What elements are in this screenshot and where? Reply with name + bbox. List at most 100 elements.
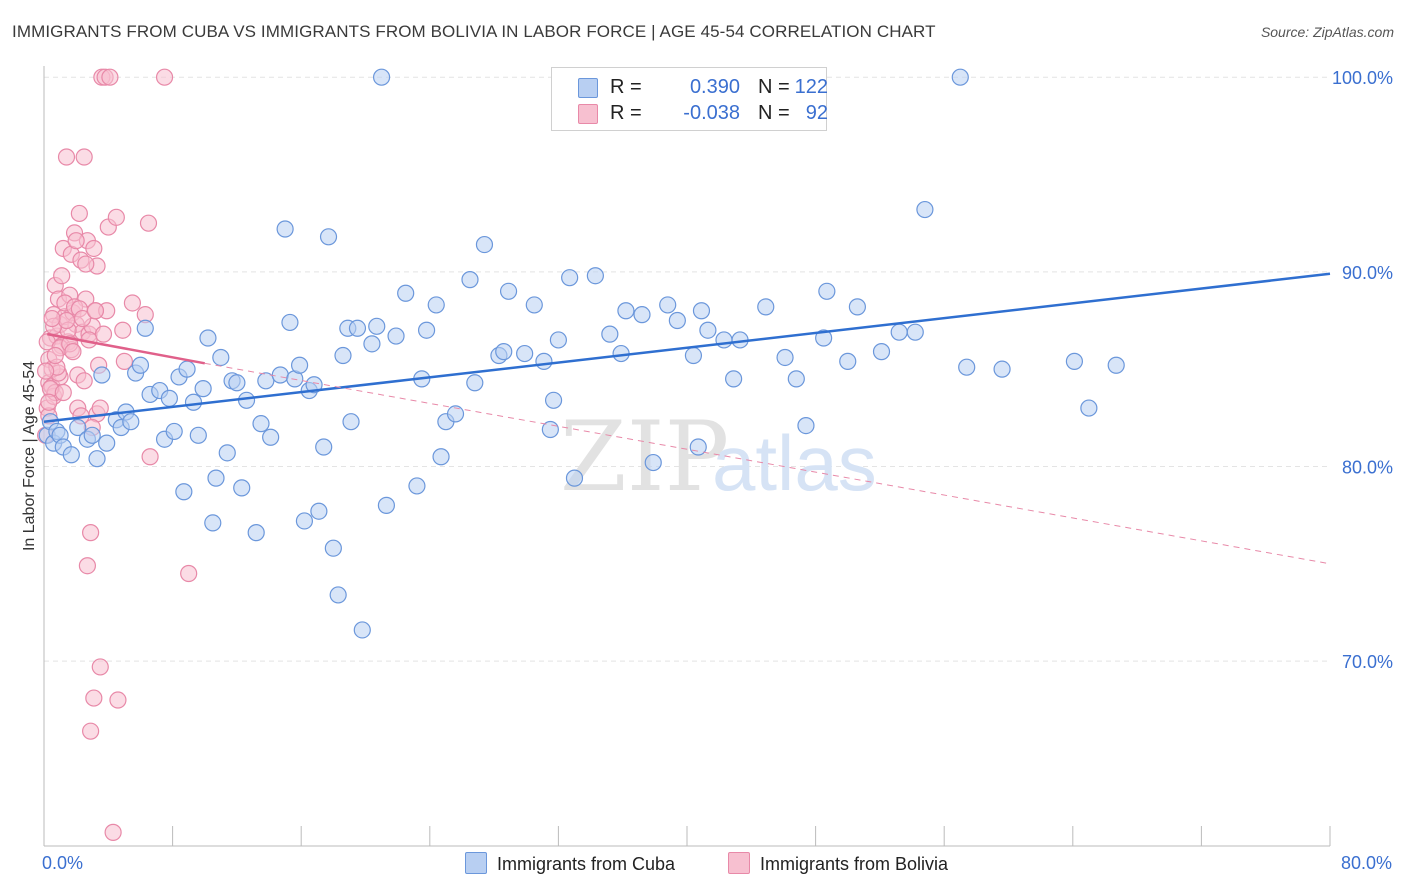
point-cuba bbox=[98, 434, 116, 452]
y-tick-labels: 70.0% 80.0% 90.0% 100.0% bbox=[1332, 68, 1393, 672]
legend-swatch-cuba bbox=[578, 78, 598, 98]
point-bolivia bbox=[115, 352, 133, 370]
point-cuba bbox=[247, 524, 265, 542]
legend-label-cuba: Immigrants from Cuba bbox=[497, 854, 676, 874]
point-cuba bbox=[417, 321, 436, 339]
point-cuba bbox=[797, 416, 815, 435]
point-bolivia bbox=[86, 302, 105, 320]
watermark-zip: ZIP bbox=[560, 401, 729, 513]
point-bolivia bbox=[57, 148, 76, 166]
x-tick-label-min: 0.0% bbox=[42, 853, 84, 873]
point-cuba bbox=[617, 302, 635, 320]
point-cuba bbox=[377, 496, 395, 514]
legend-label-bolivia: Immigrants from Bolivia bbox=[760, 854, 949, 874]
point-bolivia bbox=[114, 321, 132, 339]
legend-n-value: 122 bbox=[794, 76, 828, 98]
legend-n-value: 92 bbox=[805, 102, 828, 124]
point-cuba bbox=[535, 352, 553, 370]
y-tick-label: 70.0% bbox=[1342, 652, 1393, 672]
point-bolivia bbox=[46, 346, 64, 365]
point-cuba bbox=[204, 514, 222, 532]
point-cuba bbox=[993, 360, 1011, 378]
legend-swatch-bolivia bbox=[728, 852, 750, 874]
point-cuba bbox=[93, 366, 111, 384]
legend-swatch-bolivia bbox=[578, 104, 598, 124]
point-cuba bbox=[692, 302, 711, 320]
point-cuba bbox=[334, 346, 352, 365]
gridlines bbox=[44, 76, 1330, 662]
point-cuba bbox=[353, 621, 371, 639]
point-cuba bbox=[787, 370, 805, 388]
point-bolivia bbox=[91, 658, 109, 676]
point-cuba bbox=[601, 325, 619, 343]
legend-n-label: N = bbox=[758, 102, 790, 124]
legend-r-value: -0.038 bbox=[683, 102, 740, 124]
point-cuba bbox=[315, 438, 333, 456]
point-cuba bbox=[310, 502, 328, 520]
point-bolivia bbox=[85, 689, 103, 707]
point-cuba bbox=[839, 352, 857, 370]
point-cuba bbox=[62, 446, 80, 464]
point-cuba bbox=[848, 298, 866, 316]
point-bolivia bbox=[85, 239, 103, 258]
legend-r-label: R = bbox=[610, 76, 642, 98]
point-bolivia bbox=[180, 564, 198, 583]
point-bolivia bbox=[141, 448, 159, 466]
point-cuba bbox=[461, 271, 479, 289]
correlation-legend: R = 0.390 N = 122 R = -0.038 N = 92 bbox=[551, 67, 828, 131]
point-cuba bbox=[218, 444, 236, 462]
point-cuba bbox=[276, 220, 294, 238]
point-cuba bbox=[131, 356, 150, 374]
point-cuba bbox=[1065, 352, 1084, 370]
point-cuba bbox=[684, 346, 703, 365]
point-cuba bbox=[136, 319, 154, 337]
point-cuba bbox=[815, 329, 833, 347]
x-tick-label-max: 80.0% bbox=[1340, 853, 1392, 873]
point-cuba bbox=[228, 374, 246, 392]
point-cuba bbox=[951, 68, 969, 86]
point-cuba bbox=[363, 335, 381, 353]
point-cuba bbox=[466, 374, 484, 392]
axes bbox=[43, 66, 1331, 847]
point-cuba bbox=[319, 228, 338, 246]
point-cuba bbox=[69, 418, 87, 437]
point-bolivia bbox=[57, 311, 76, 330]
legend-r-label: R = bbox=[610, 102, 642, 124]
point-cuba bbox=[659, 296, 677, 314]
point-cuba bbox=[958, 358, 976, 376]
point-cuba bbox=[324, 539, 342, 557]
point-cuba bbox=[544, 391, 563, 409]
point-cuba bbox=[329, 586, 347, 604]
point-cuba bbox=[776, 348, 794, 367]
point-bolivia bbox=[53, 267, 71, 285]
point-bolivia bbox=[94, 325, 113, 343]
trend-line-bolivia bbox=[46, 332, 205, 365]
point-bolivia bbox=[73, 309, 92, 328]
source-label: Source: ZipAtlas.com bbox=[1260, 24, 1394, 40]
point-bolivia bbox=[64, 343, 82, 361]
point-cuba bbox=[175, 483, 193, 501]
legend-r-value: 0.390 bbox=[689, 76, 740, 98]
point-cuba bbox=[408, 477, 426, 495]
point-cuba bbox=[262, 428, 280, 446]
point-cuba bbox=[549, 331, 568, 349]
point-cuba bbox=[290, 356, 309, 374]
point-cuba bbox=[525, 296, 543, 314]
point-cuba bbox=[565, 469, 584, 487]
point-cuba bbox=[252, 415, 270, 433]
point-cuba bbox=[342, 413, 360, 431]
legend-swatch-cuba bbox=[465, 852, 487, 874]
point-bolivia bbox=[70, 204, 88, 223]
point-cuba bbox=[872, 343, 891, 361]
point-cuba bbox=[495, 343, 513, 361]
point-cuba bbox=[916, 200, 934, 219]
point-cuba bbox=[446, 405, 465, 423]
point-cuba bbox=[668, 311, 686, 330]
point-bolivia bbox=[43, 309, 61, 328]
legend-n-label: N = bbox=[758, 76, 790, 98]
point-cuba bbox=[305, 376, 323, 394]
point-cuba bbox=[757, 298, 775, 316]
series-cuba-points bbox=[38, 68, 1125, 639]
y-axis-title: In Labor Force | Age 45-54 bbox=[21, 360, 38, 552]
